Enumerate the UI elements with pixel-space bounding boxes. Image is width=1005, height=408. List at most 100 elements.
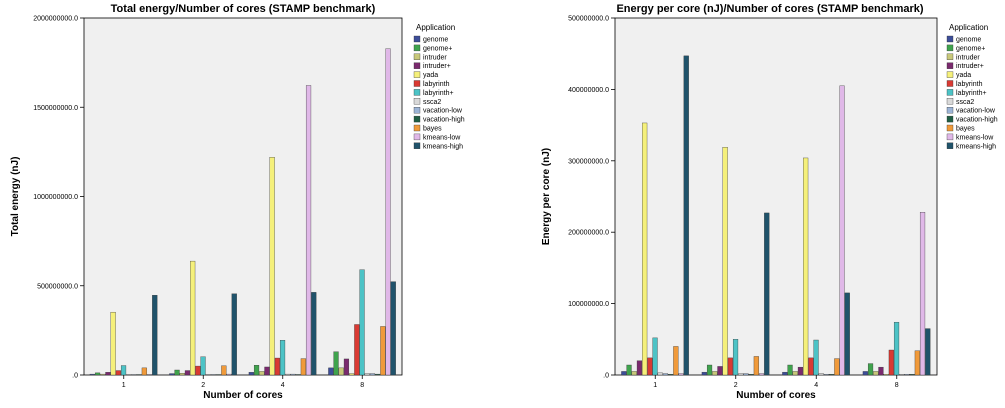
legend-swatch-genome <box>413 35 421 43</box>
bar-labyrinth+-cores-1 <box>120 365 127 376</box>
legend-swatch-kmeans-high <box>946 142 954 149</box>
bar-kmeans-low-cores-4 <box>305 85 312 376</box>
bar-vacation-low-cores-1 <box>662 373 669 376</box>
bar-labyrinth-cores-4 <box>274 357 280 376</box>
legend-swatch-genome <box>946 35 954 43</box>
bar-intruder+-cores-4 <box>264 366 270 376</box>
bar-labyrinth+-cores-4 <box>813 339 819 376</box>
bar-labyrinth+-cores-2 <box>200 356 206 376</box>
legend-swatch-genome+ <box>413 44 421 52</box>
y-tick-label: 500000000.0 <box>568 16 609 23</box>
bar-labyrinth-cores-1 <box>647 357 653 376</box>
legend-swatch-kmeans-low <box>413 133 421 141</box>
bar-labyrinth-cores-1 <box>115 370 121 376</box>
bar-bayes-cores-4 <box>834 358 840 376</box>
y-axis-title: Total energy (nJ) <box>10 157 21 237</box>
legend-label-labyrinth: labyrinth <box>956 81 983 88</box>
legend-label-intruder+: intruder+ <box>423 63 451 70</box>
bar-genome+-cores-1 <box>94 372 101 376</box>
legend-label-ssca2: ssca2 <box>956 99 974 106</box>
y-tick-label: .0 <box>72 373 78 380</box>
bar-labyrinth+-cores-4 <box>279 340 286 376</box>
x-tick-label: 4 <box>281 382 285 389</box>
bar-ssca2-cores-4 <box>818 373 824 376</box>
x-tick-label: 2 <box>734 382 738 389</box>
bar-ssca2-cores-8 <box>364 373 370 376</box>
y-tick-label: 1500000000.0 <box>33 105 78 112</box>
bar-genome+-cores-2 <box>706 364 713 376</box>
legend-label-vacation-low: vacation-low <box>423 108 463 115</box>
chart-1: Total energy/Number of cores (STAMP benc… <box>10 3 465 401</box>
legend-swatch-vacation-low <box>413 107 421 114</box>
legend-swatch-genome+ <box>946 44 954 52</box>
bar-bayes-cores-4 <box>300 358 306 376</box>
bar-labyrinth-cores-2 <box>727 357 733 376</box>
bar-intruder+-cores-1 <box>105 372 111 376</box>
legend-label-labyrinth+: labyrinth+ <box>423 90 454 97</box>
bar-vacation-low-cores-4 <box>290 373 296 376</box>
bar-intruder-cores-8 <box>873 371 879 376</box>
legend-swatch-intruder <box>946 53 954 60</box>
legend-label-bayes: bayes <box>956 126 975 133</box>
bar-labyrinth+-cores-8 <box>893 321 900 376</box>
bar-vacation-low-cores-2 <box>210 374 217 376</box>
legend-title: Application <box>416 23 455 32</box>
legend-label-kmeans-low: kmeans-low <box>423 134 461 141</box>
bar-yada-cores-8 <box>883 374 889 376</box>
legend-swatch-vacation-high <box>946 115 954 123</box>
chart-2: Energy per core (nJ)/Number of cores (ST… <box>541 3 998 401</box>
bar-ssca2-cores-4 <box>285 373 291 376</box>
bar-genome-cores-8 <box>328 367 334 376</box>
bar-yada-cores-1 <box>642 122 648 376</box>
bar-kmeans-high-cores-2 <box>231 293 237 376</box>
legend-swatch-intruder <box>413 53 421 60</box>
bar-vacation-low-cores-4 <box>823 374 830 376</box>
bar-vacation-low-cores-2 <box>743 373 749 376</box>
bar-yada-cores-8 <box>349 373 355 376</box>
bar-kmeans-low-cores-8 <box>385 48 391 376</box>
legend-label-labyrinth: labyrinth <box>423 81 450 88</box>
legend-label-genome: genome <box>423 37 448 44</box>
bar-genome-cores-8 <box>862 371 868 376</box>
legend-swatch-ssca2 <box>946 98 954 105</box>
bar-ssca2-cores-2 <box>205 374 211 376</box>
chart-title: Total energy/Number of cores (STAMP benc… <box>111 3 376 15</box>
legend-label-intruder: intruder <box>423 54 447 61</box>
bar-genome+-cores-2 <box>174 369 180 376</box>
bar-genome-cores-2 <box>701 371 707 376</box>
bar-kmeans-low-cores-2 <box>226 373 232 376</box>
x-axis-title: Number of cores <box>736 390 816 401</box>
bar-kmeans-high-cores-1 <box>152 295 158 376</box>
bar-intruder-cores-8 <box>338 367 344 376</box>
legend-swatch-labyrinth <box>413 80 421 87</box>
bar-vacation-high-cores-4 <box>295 374 301 376</box>
bar-vacation-high-cores-1 <box>668 374 674 376</box>
x-tick-label: 1 <box>122 382 126 389</box>
bar-kmeans-high-cores-4 <box>844 292 850 376</box>
plot-area <box>614 17 938 376</box>
legend-swatch-yada <box>946 71 954 78</box>
y-tick-label: 100000000.0 <box>568 301 609 308</box>
bar-kmeans-high-cores-2 <box>764 212 770 376</box>
legend-label-ssca2: ssca2 <box>423 99 441 106</box>
chart-title: Energy per core (nJ)/Number of cores (ST… <box>616 3 923 15</box>
legend-swatch-kmeans-high <box>413 142 421 149</box>
legend-swatch-intruder+ <box>946 62 954 69</box>
bar-vacation-low-cores-8 <box>369 373 376 376</box>
legend-label-bayes: bayes <box>423 126 442 133</box>
legend-label-vacation-high: vacation-high <box>956 117 998 124</box>
legend-label-kmeans-high: kmeans-high <box>423 143 463 150</box>
bar-intruder+-cores-1 <box>636 360 643 376</box>
bar-genome+-cores-8 <box>867 363 874 376</box>
bar-genome-cores-1 <box>621 371 627 376</box>
legend-title: Application <box>949 23 988 32</box>
bar-intruder+-cores-8 <box>343 358 350 376</box>
legend-swatch-labyrinth+ <box>413 89 421 96</box>
bar-kmeans-high-cores-4 <box>311 292 317 376</box>
bar-labyrinth+-cores-2 <box>732 339 739 376</box>
legend-label-yada: yada <box>956 72 971 79</box>
bar-labyrinth-cores-2 <box>195 365 201 376</box>
bar-kmeans-high-cores-8 <box>390 281 396 376</box>
